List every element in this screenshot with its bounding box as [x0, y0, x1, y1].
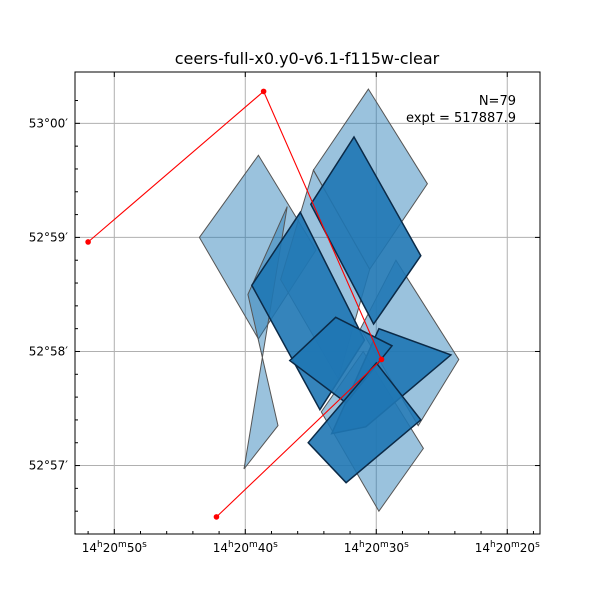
plot-frame: [74, 71, 541, 535]
y-tick-label-3: 53°00′: [29, 116, 69, 130]
axis-ticks: [75, 72, 540, 534]
track-layer: [85, 88, 385, 520]
footprint-dense-0: [309, 135, 422, 326]
chart-title: ceers-full-x0.y0-v6.1-f115w-clear: [175, 49, 440, 68]
track-point-2: [260, 88, 267, 95]
y-tick-label-1: 52°58′: [29, 344, 69, 358]
track-point-3: [85, 239, 91, 245]
x-tick-label-0: 14h20m50s: [82, 540, 147, 555]
y-tick-label-0: 52°57′: [29, 459, 69, 473]
x-tick-label-2: 14h20m30s: [344, 540, 409, 555]
footprint-dense-4: [307, 361, 422, 484]
x-tick-label-1: 14h20m40s: [213, 540, 278, 555]
track-line: [87, 90, 383, 518]
count-annotation: N=79: [479, 94, 516, 109]
y-tick-label-2: 52°59′: [29, 230, 69, 244]
exposure-annotation: expt = 517887.9: [406, 111, 516, 126]
axis-tick-labels: 14h20m50s 14h20m40s 14h20m30s 14h20m20s 52°5…: [29, 116, 540, 555]
footprint-outer-2: [243, 206, 288, 470]
footprint-dense-layer: [250, 135, 453, 484]
track-point-1: [378, 356, 385, 363]
x-tick-label-3: 14h20m20s: [475, 540, 540, 555]
track-point-0: [213, 514, 220, 520]
